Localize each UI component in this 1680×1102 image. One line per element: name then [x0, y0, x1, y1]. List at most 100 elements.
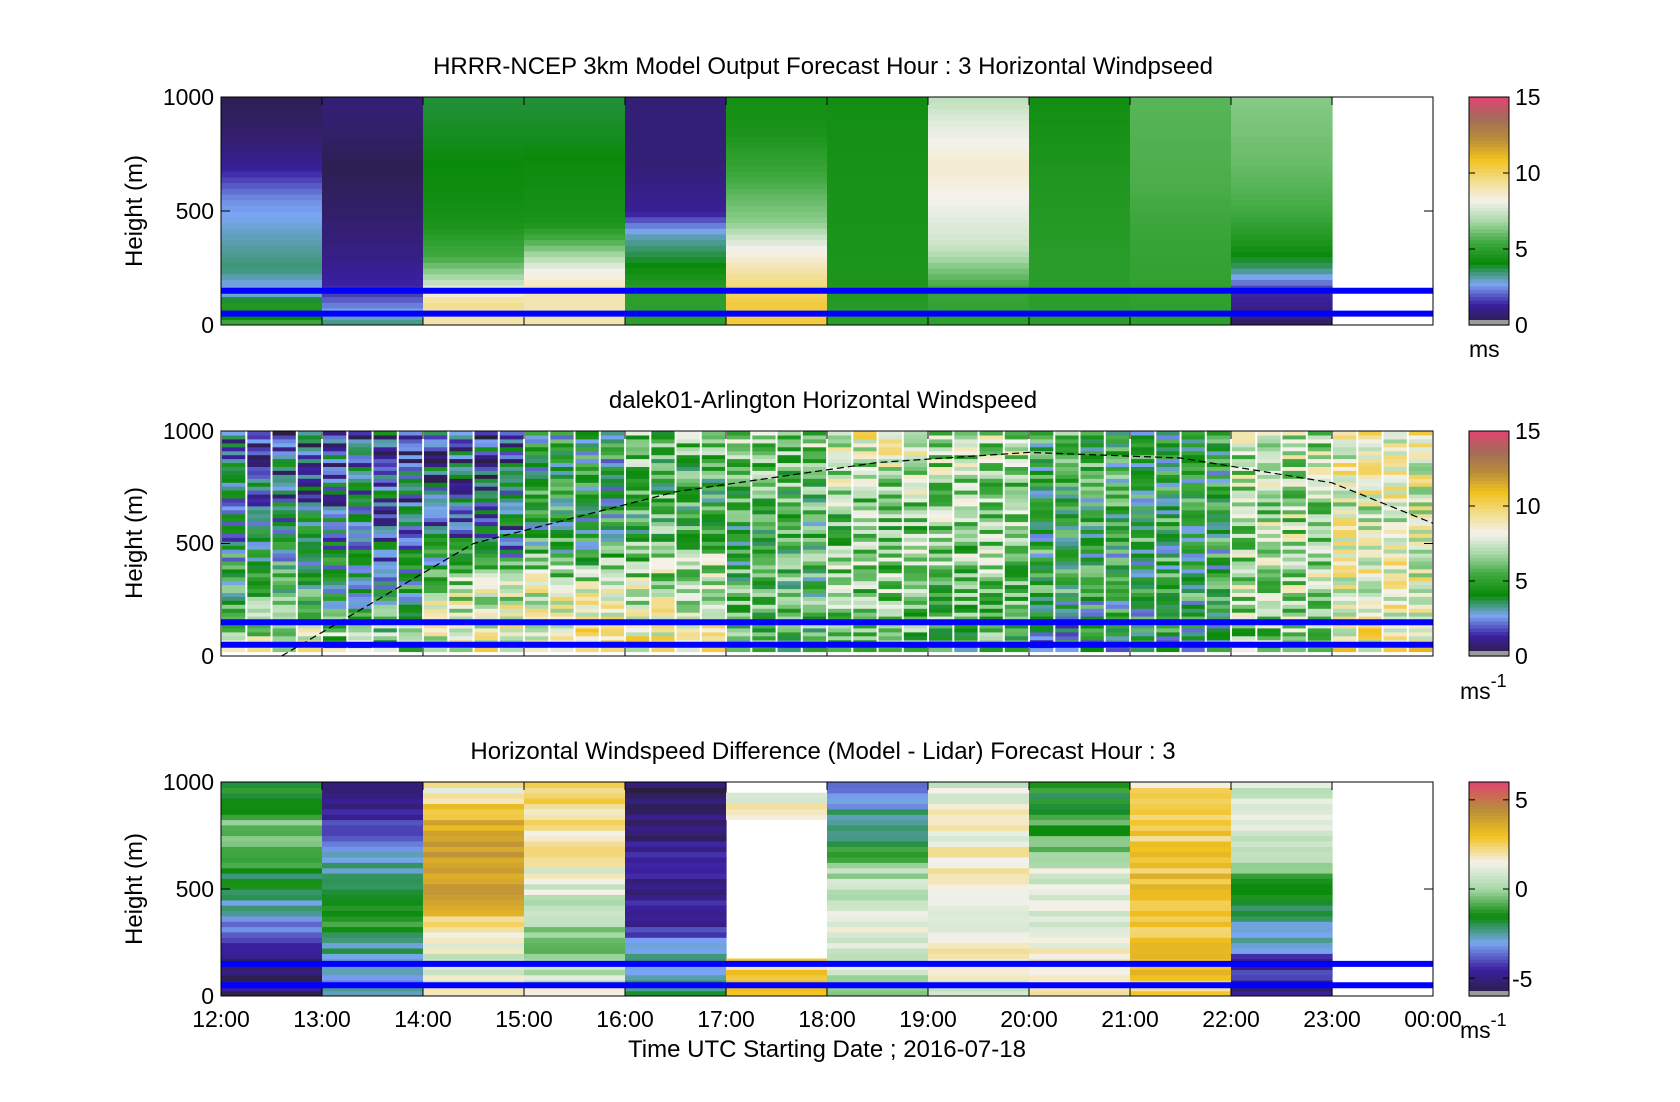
heatmap-cell	[348, 647, 372, 653]
heatmap-cell	[928, 262, 1030, 269]
heatmap-cell	[423, 819, 525, 826]
heatmap-cell	[928, 302, 1030, 309]
heatmap-cell	[373, 521, 397, 527]
heatmap-cell	[651, 454, 675, 460]
heatmap-cell	[1282, 564, 1306, 570]
heatmap-cell	[1408, 572, 1433, 578]
heatmap-cell	[979, 431, 1003, 436]
heatmap-cell	[1055, 608, 1079, 613]
heatmap-cell	[323, 612, 347, 617]
heatmap-cell	[423, 239, 525, 246]
heatmap-cell	[1080, 533, 1104, 538]
heatmap-cell	[499, 549, 524, 554]
heatmap-cell	[1307, 616, 1332, 621]
heatmap-cell	[1232, 580, 1256, 586]
heatmap-cell	[423, 969, 525, 976]
heatmap-cell	[1408, 588, 1433, 593]
heatmap-cell	[727, 438, 751, 444]
heatmap-cell	[1206, 560, 1231, 566]
heatmap-cell	[221, 803, 323, 810]
heatmap-cell	[1206, 541, 1231, 546]
heatmap-cell	[1408, 438, 1433, 444]
heatmap-cell	[676, 501, 700, 507]
heatmap-cell	[1206, 438, 1231, 444]
heatmap-cell	[752, 462, 776, 467]
heatmap-cell	[1231, 819, 1333, 826]
heatmap-cell	[423, 313, 525, 320]
heatmap-cell	[827, 792, 929, 799]
heatmap-cell	[323, 557, 347, 562]
heatmap-cell	[1029, 814, 1131, 821]
heatmap-cell	[322, 878, 424, 885]
heatmap-cell	[1358, 549, 1382, 554]
heatmap-cell	[525, 486, 549, 491]
colorbar-swatch	[1469, 825, 1509, 830]
heatmap-cell	[726, 154, 828, 161]
xtick-2000: 20:00	[1000, 1006, 1058, 1032]
heatmap-cell	[1080, 596, 1104, 601]
heatmap-cell	[853, 553, 877, 558]
heatmap-cell	[903, 557, 928, 562]
heatmap-cell	[903, 497, 928, 503]
heatmap-cell	[1156, 541, 1180, 546]
heatmap-cell	[626, 537, 650, 542]
colorbar-swatch	[1469, 289, 1509, 294]
heatmap-cell	[323, 466, 347, 471]
heatmap-cell	[878, 572, 902, 578]
heatmap-cell	[853, 521, 877, 527]
heatmap-cell	[222, 509, 246, 515]
heatmap-cell	[1358, 501, 1382, 507]
heatmap-cell	[1181, 431, 1205, 436]
colorbar-swatch	[1469, 641, 1509, 646]
heatmap-cell	[575, 521, 599, 527]
colorbar-swatch	[1469, 483, 1509, 488]
heatmap-cell	[1030, 442, 1054, 448]
heatmap-cell	[878, 525, 902, 530]
heatmap-cell	[423, 851, 525, 858]
heatmap-cell	[423, 136, 525, 144]
heatmap-cell	[499, 462, 524, 467]
heatmap-cell	[777, 525, 801, 530]
heatmap-cell	[600, 635, 625, 641]
heatmap-cell	[1383, 557, 1407, 562]
heatmap-cell	[878, 454, 902, 460]
heatmap-cell	[1282, 549, 1306, 554]
colorbar-swatch	[1469, 945, 1509, 950]
colorbar-swatch	[1469, 895, 1509, 900]
heatmap-cell	[398, 474, 423, 479]
heatmap-cell	[853, 470, 877, 475]
heatmap-cell	[727, 431, 751, 436]
heatmap-cell	[600, 438, 625, 444]
colorbar-swatch	[1469, 193, 1509, 198]
heatmap-cell	[1080, 647, 1104, 653]
heatmap-cell	[499, 627, 524, 633]
colorbar-swatch	[1469, 972, 1509, 977]
heatmap-cell	[322, 969, 424, 976]
heatmap-cell	[348, 584, 372, 590]
heatmap-cell	[929, 627, 953, 633]
heatmap-cell	[777, 596, 801, 601]
heatmap-cell	[272, 635, 296, 641]
heatmap-cell	[1206, 505, 1231, 511]
heatmap-cell	[423, 867, 525, 874]
heatmap-cell	[247, 588, 271, 593]
heatmap-cell	[701, 616, 726, 621]
heatmap-cell	[1232, 608, 1256, 613]
colorbar-swatch	[1469, 501, 1509, 506]
heatmap-cell	[1257, 442, 1281, 448]
heatmap-cell	[1130, 256, 1232, 263]
heatmap-cell	[1383, 635, 1407, 641]
colorbar-swatch	[1469, 455, 1509, 460]
heatmap-cell	[322, 193, 424, 201]
heatmap-cell	[525, 627, 549, 633]
heatmap-cell	[954, 596, 978, 601]
heatmap-cell	[449, 501, 473, 507]
heatmap-cell	[828, 462, 852, 467]
panel-difference-colorbar-unit-base: ms	[1460, 1017, 1491, 1043]
heatmap-cell	[272, 533, 296, 538]
heatmap-cell	[297, 509, 322, 515]
heatmap-cell	[1232, 497, 1256, 503]
heatmap-cell	[1383, 529, 1407, 534]
heatmap-cell	[1004, 529, 1029, 534]
heatmap-cell	[929, 635, 953, 641]
